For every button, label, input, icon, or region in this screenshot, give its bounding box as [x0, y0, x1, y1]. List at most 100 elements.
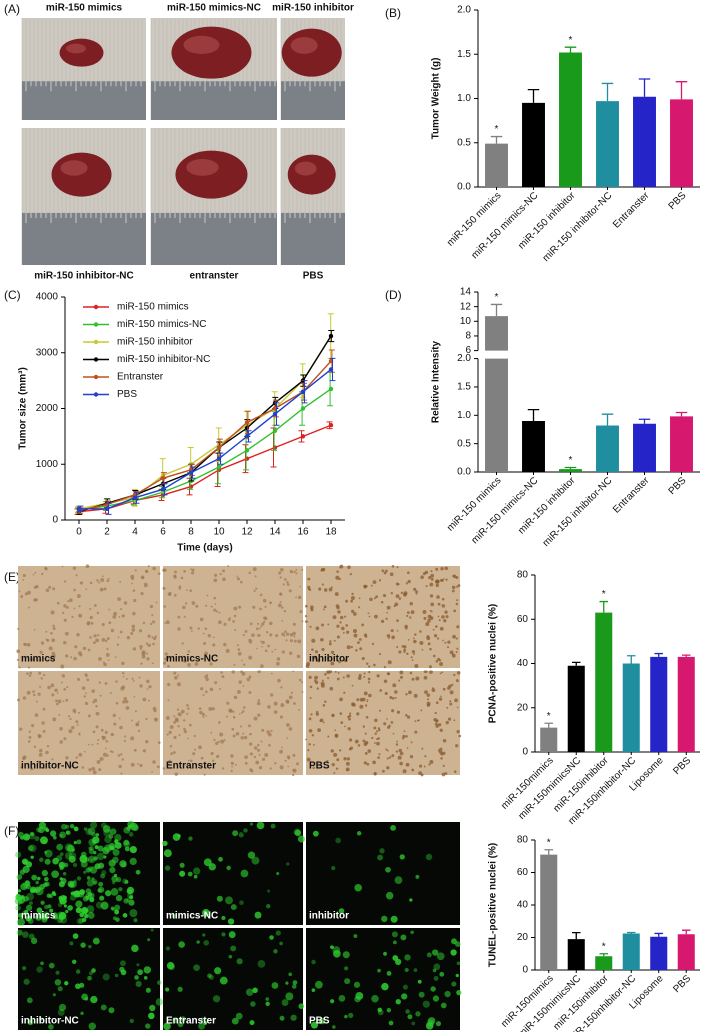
cell	[207, 973, 212, 979]
nucleus	[261, 728, 265, 732]
nucleus	[388, 756, 392, 759]
cell	[87, 975, 92, 981]
cell	[52, 912, 58, 918]
cell	[221, 932, 226, 937]
nucleus	[68, 729, 73, 734]
nucleus	[95, 638, 100, 643]
error-bar	[544, 849, 554, 855]
nucleus	[56, 692, 59, 695]
nucleus	[78, 605, 81, 608]
nucleus	[330, 661, 335, 666]
nucleus	[234, 629, 237, 632]
nucleus	[323, 605, 327, 609]
nucleus	[152, 642, 155, 646]
nucleus	[253, 755, 257, 759]
cell	[35, 880, 39, 885]
nucleus	[439, 662, 443, 666]
nucleus	[142, 621, 146, 625]
cell	[103, 855, 107, 859]
nucleus	[33, 693, 36, 697]
nucleus	[66, 686, 69, 689]
cell	[103, 828, 112, 837]
nucleus	[396, 740, 399, 743]
nucleus	[429, 759, 434, 764]
y-tick-label: 0.0	[457, 467, 471, 478]
nucleus	[438, 723, 442, 727]
nucleus	[95, 705, 98, 708]
nucleus	[368, 615, 371, 618]
nucleus	[336, 570, 339, 573]
cell	[435, 1021, 442, 1027]
nucleus	[276, 657, 281, 661]
cell	[193, 867, 201, 875]
cell	[24, 880, 31, 886]
cell	[155, 998, 164, 1006]
cell	[236, 958, 243, 965]
nucleus	[333, 752, 338, 757]
cell	[417, 979, 422, 984]
nucleus	[336, 677, 340, 681]
nucleus	[396, 710, 401, 714]
cell	[22, 833, 31, 841]
nucleus	[455, 651, 458, 654]
nucleus	[77, 711, 80, 714]
nucleus	[455, 679, 459, 683]
cell	[456, 961, 461, 966]
nucleus	[119, 725, 123, 730]
nucleus	[441, 579, 444, 582]
cell	[15, 851, 22, 858]
nucleus	[268, 743, 271, 747]
cell	[404, 967, 409, 973]
nucleus	[18, 590, 21, 593]
cell	[88, 944, 92, 949]
nucleus	[333, 771, 336, 774]
cell	[68, 855, 76, 863]
nucleus	[146, 657, 150, 661]
nucleus	[430, 610, 433, 613]
nucleus	[222, 569, 226, 573]
nucleus	[37, 760, 40, 764]
nucleus	[257, 633, 261, 637]
nucleus	[289, 633, 294, 637]
nucleus	[405, 627, 408, 630]
nucleus	[76, 594, 81, 599]
cell	[36, 827, 42, 833]
nucleus	[130, 762, 135, 767]
cell	[413, 968, 418, 972]
nucleus	[242, 710, 245, 713]
nucleus	[456, 706, 459, 709]
cell	[37, 876, 41, 881]
nucleus	[134, 710, 137, 713]
nucleus	[191, 571, 195, 575]
cell	[203, 1020, 208, 1026]
nucleus	[379, 689, 383, 692]
nucleus	[236, 575, 239, 578]
nucleus	[397, 583, 400, 586]
nucleus	[331, 762, 335, 767]
cell	[99, 895, 105, 901]
nucleus	[133, 748, 137, 752]
cell	[165, 987, 170, 992]
nucleus	[236, 644, 239, 647]
cell	[230, 945, 237, 952]
photo-background	[163, 671, 303, 775]
nucleus	[208, 707, 213, 711]
nucleus	[293, 639, 297, 643]
cell	[23, 978, 30, 985]
nucleus	[38, 752, 43, 757]
nucleus	[38, 748, 43, 753]
nucleus	[101, 622, 105, 627]
nucleus	[147, 565, 150, 568]
nucleus	[309, 685, 313, 689]
nucleus	[219, 688, 222, 691]
point	[188, 484, 194, 489]
photo-label: mimics-NC	[166, 654, 218, 665]
y-tick-label: 0.0	[457, 182, 471, 193]
nucleus	[43, 673, 46, 677]
cell	[34, 836, 40, 842]
cell	[395, 999, 401, 1005]
nucleus	[337, 610, 341, 614]
nucleus	[67, 600, 70, 603]
nucleus	[203, 642, 207, 645]
